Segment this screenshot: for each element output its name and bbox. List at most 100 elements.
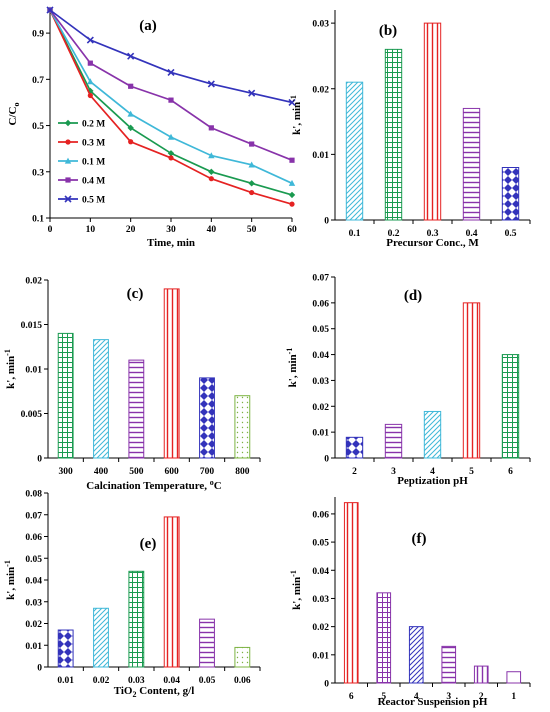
bar-0.2 (384, 48, 403, 221)
x-axis-label: Time, min (147, 237, 195, 249)
x-tick-label: 6 (349, 692, 354, 702)
y-tick-label: 0.02 (312, 623, 329, 633)
x-tick-label: 5 (469, 467, 474, 477)
x-tick-label: 300 (59, 467, 74, 477)
data-point (127, 124, 134, 132)
x-tick-label: 0.2 (388, 229, 400, 239)
y-tick-label: 0.03 (25, 598, 42, 608)
y-tick-label: 0.01 (312, 151, 329, 161)
bar-5 (376, 592, 392, 684)
x-tick-label: 3 (446, 692, 451, 702)
x-tick-label: 0.03 (128, 676, 145, 686)
data-point (168, 97, 174, 103)
y-tick-label: 0 (324, 217, 329, 227)
data-point (248, 161, 255, 168)
data-point (87, 78, 94, 85)
bar-0.5 (501, 167, 520, 221)
bar-0.01 (57, 629, 74, 668)
data-point (208, 176, 214, 182)
legend-entry: 0.5 M (82, 196, 105, 206)
data-point (128, 83, 134, 89)
y-tick-label: 0.03 (312, 20, 329, 30)
x-tick-label: 50 (247, 225, 257, 235)
data-point (46, 6, 54, 14)
y-axis-label: C/Co (7, 103, 21, 126)
y-tick-label: 0 (324, 680, 329, 690)
legend-marker (64, 195, 72, 203)
bar-600 (163, 288, 180, 459)
data-point (207, 80, 215, 88)
y-tick-label: 0.05 (312, 539, 329, 549)
x-tick-label: 0.3 (427, 229, 439, 239)
panel-label: (f) (412, 531, 427, 547)
chart-panel-d: 0 0.01 0.02 0.03 0.04 0.05 0.06 0.07 2 3 4 5 6 (d) Pep… (285, 274, 531, 487)
x-axis-label: Calcination Temperature, oC (86, 478, 222, 492)
bar-6 (343, 502, 359, 684)
x-tick-label: 0.06 (234, 676, 251, 686)
legend-marker (65, 177, 71, 183)
bar-0.02 (93, 607, 109, 668)
data-point (167, 150, 175, 157)
x-axis-label: Reactor Suspension pH (378, 696, 488, 708)
y-tick-label: 0.06 (25, 533, 42, 543)
y-tick-label: 0.07 (25, 511, 42, 521)
x-tick-label: 600 (165, 467, 180, 477)
y-tick-label: 0.02 (25, 620, 42, 630)
data-point (208, 152, 215, 159)
y-tick-label: 0.01 (312, 651, 329, 661)
data-point (289, 201, 295, 207)
bar-2 (345, 436, 364, 459)
x-tick-label: 500 (129, 467, 144, 477)
bar-0.1 (345, 81, 364, 221)
data-point (208, 125, 214, 131)
y-tick-label: 0.06 (312, 510, 329, 520)
bar-6 (501, 354, 520, 459)
y-tick-label: 0.04 (312, 567, 329, 577)
bar-700 (199, 377, 215, 459)
data-point (288, 98, 296, 107)
y-tick-label: 0 (37, 455, 42, 465)
bar-2 (473, 665, 489, 684)
data-point (127, 52, 135, 60)
y-tick-label: 0.05 (25, 555, 42, 565)
y-tick-label: 0.02 (25, 277, 42, 287)
y-tick-label: 0.08 (25, 490, 42, 500)
y-tick-label: 0.04 (25, 577, 42, 587)
bar-5 (462, 302, 481, 459)
data-point (168, 155, 174, 161)
bar-800 (234, 395, 251, 459)
bar-3 (441, 645, 457, 684)
data-point (288, 179, 296, 186)
x-tick-label: 0.02 (93, 676, 110, 686)
data-point (248, 180, 255, 187)
x-axis-label: TiO2 Content, g/l (114, 685, 195, 699)
x-tick-label: 60 (287, 225, 297, 235)
x-tick-label: 0.5 (505, 229, 517, 239)
x-tick-label: 0.01 (57, 676, 74, 686)
legend-marker (65, 139, 71, 145)
data-point (249, 189, 255, 196)
panel-label: (e) (140, 536, 157, 552)
x-tick-label: 4 (414, 692, 419, 702)
x-tick-label: 5 (381, 692, 386, 702)
x-tick-label: 800 (235, 467, 250, 477)
bar-0.03 (128, 570, 145, 668)
data-point (248, 89, 256, 97)
legend-entry: 0.2 M (82, 120, 105, 130)
y-axis-label: k', min-1 (285, 348, 299, 388)
series-line-1 (49, 9, 293, 205)
x-tick-label: 30 (166, 225, 176, 235)
y-tick-label: 0 (324, 455, 329, 465)
y-tick-label: 0.02 (312, 403, 329, 413)
data-point (128, 139, 134, 145)
y-tick-label: 0.04 (312, 351, 329, 361)
data-point (86, 36, 94, 44)
x-axis-label: Peptization pH (397, 475, 468, 487)
y-tick-label: 0.9 (32, 30, 44, 40)
bar-4 (423, 410, 442, 459)
x-axis-label: Precursor Conc., M (386, 237, 479, 249)
legend-marker (64, 119, 72, 127)
data-point (288, 191, 296, 199)
panel-label: (b) (379, 23, 397, 39)
y-tick-label: 0.06 (312, 299, 329, 309)
